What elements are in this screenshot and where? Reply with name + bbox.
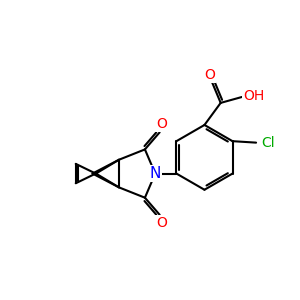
Text: Cl: Cl <box>262 136 275 150</box>
Text: N: N <box>149 166 161 181</box>
Text: OH: OH <box>244 89 265 103</box>
Text: O: O <box>204 68 215 82</box>
Text: O: O <box>157 216 167 230</box>
Text: O: O <box>157 117 167 131</box>
